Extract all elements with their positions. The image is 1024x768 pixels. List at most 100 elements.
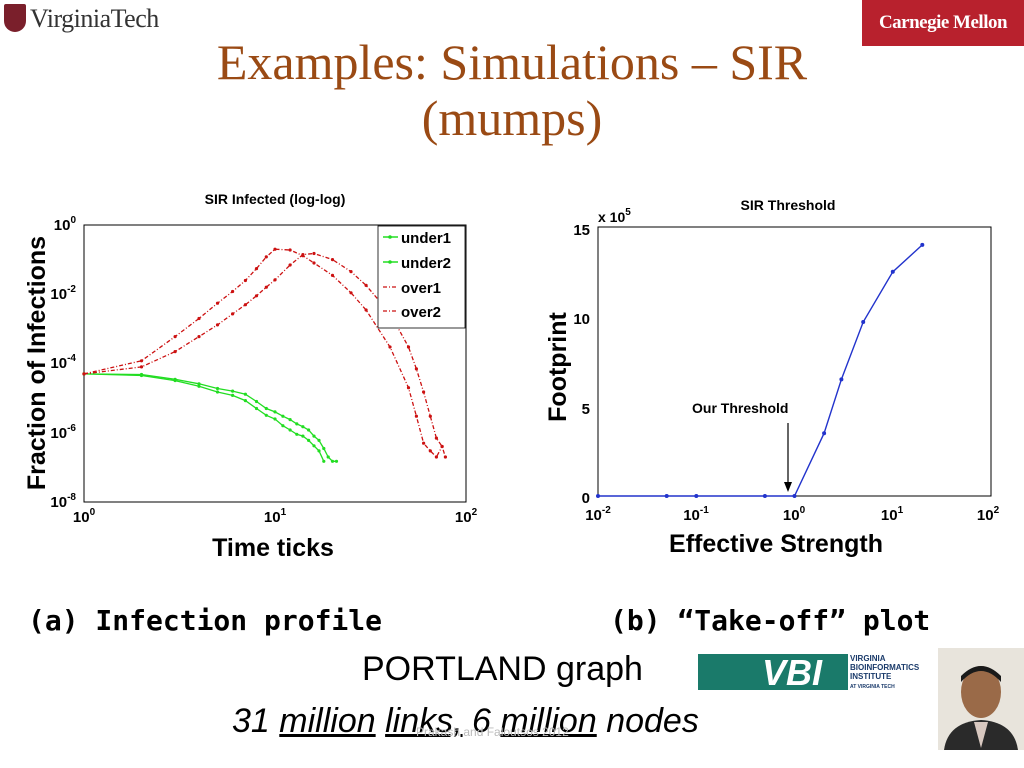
data-point-under1 (301, 425, 305, 429)
data-point-under1 (317, 438, 321, 442)
data-point-over2 (273, 278, 277, 282)
data-point-over2 (231, 312, 235, 316)
legend-over2: over2 (401, 304, 441, 321)
svg-text:VIRGINIA: VIRGINIA (850, 654, 886, 663)
vt-logo-text: VirginiaTech (30, 4, 159, 33)
y-tick-label: 10 (573, 311, 590, 328)
data-point-under2 (301, 434, 305, 438)
data-point-over2 (139, 365, 144, 369)
data-point-over1 (197, 316, 201, 321)
legend-under1: under1 (401, 230, 451, 247)
data-point-over1 (434, 455, 438, 459)
y-tick-label: 10-8 (50, 492, 76, 511)
data-point-over1 (254, 267, 259, 271)
footer-credit: Prakash and Faloutsos 2012 (416, 725, 569, 739)
caption-infection-profile: (a) Infection profile (28, 604, 383, 637)
data-point-over2 (301, 253, 305, 257)
data-point-footprint (596, 494, 600, 498)
data-point-over2 (173, 350, 177, 354)
data-point-under1 (215, 386, 220, 391)
data-point-under1 (334, 459, 339, 463)
data-point-under1 (231, 389, 235, 393)
carnegie-mellon-logo: Carnegie Mellon (862, 0, 1024, 46)
data-point-over2 (364, 283, 368, 287)
data-point-over1 (364, 308, 368, 312)
title-line-1: Examples: Simulations – SIR (216, 34, 808, 90)
data-point-under2 (273, 417, 277, 421)
data-point-under2 (173, 379, 177, 383)
chart-a-xlabel: Time ticks (212, 534, 334, 562)
plot-frame-b (597, 226, 992, 497)
y-tick-label: 10-4 (50, 353, 76, 372)
chart-sir-infected: SIR Infected (log-log) Fraction of Infec… (23, 191, 478, 562)
data-point-under2 (281, 424, 285, 428)
svg-text:AT VIRGINIA TECH: AT VIRGINIA TECH (850, 684, 895, 690)
data-point-over2 (428, 414, 432, 418)
data-point-over2 (440, 444, 444, 449)
chart-b-title: SIR Threshold (741, 197, 836, 213)
graph-stats: 31 million links, 6 million nodes (232, 702, 699, 740)
x-tick-label: 10-2 (585, 505, 611, 524)
title-line-2: (mumps) (421, 90, 603, 146)
chart-sir-threshold: SIR Threshold x 105 Footprint Effective … (544, 197, 1000, 558)
svg-text:BIOINFORMATICS: BIOINFORMATICS (850, 663, 920, 672)
data-point-over1 (349, 291, 353, 295)
data-point-under2 (288, 428, 292, 432)
data-point-over2 (312, 251, 316, 256)
x-tick-label: 101 (881, 505, 904, 524)
data-point-under2 (254, 406, 259, 411)
y-tick-label: 10-6 (50, 423, 76, 442)
data-point-footprint (694, 494, 699, 498)
y-tick-label: 15 (573, 222, 590, 239)
data-point-over2 (288, 263, 292, 267)
legend-under2: under2 (401, 255, 451, 272)
data-point-under2 (215, 390, 220, 394)
data-point-over2 (82, 372, 86, 376)
vt-shield-icon (4, 4, 26, 32)
x-tick-label: 102 (977, 505, 1000, 524)
data-point-under1 (288, 418, 292, 422)
data-point-under1 (295, 422, 299, 426)
y-tick-label: 5 (582, 401, 590, 418)
legend-over1: over1 (401, 280, 441, 297)
data-point-over2 (197, 335, 201, 339)
data-point-over1 (406, 386, 411, 390)
data-point-under2 (139, 373, 144, 378)
x-tick-label: 100 (783, 505, 806, 524)
chart-a-title: SIR Infected (log-log) (205, 191, 346, 207)
data-point-footprint (839, 377, 844, 382)
data-point-over2 (243, 303, 247, 307)
y-tick-label: 0 (582, 490, 590, 507)
presenter-photo (938, 648, 1024, 750)
data-point-over2 (414, 367, 418, 371)
data-point-under1 (281, 414, 285, 418)
series-line-footprint (598, 244, 923, 497)
data-point-over2 (406, 345, 411, 349)
data-point-over2 (254, 294, 259, 298)
data-point-over1 (422, 441, 426, 445)
data-point-over1 (264, 255, 268, 259)
virginia-tech-logo: VirginiaTech (4, 2, 194, 36)
chart-a-series (82, 247, 447, 463)
svg-text:INSTITUTE: INSTITUTE (850, 672, 892, 681)
threshold-annotation: Our Threshold (692, 400, 792, 492)
data-point-over1 (312, 261, 316, 265)
data-point-under1 (273, 410, 277, 414)
x-tick-label: 100 (73, 507, 96, 526)
data-point-over1 (414, 414, 418, 418)
vbi-logo: VBI VIRGINIA BIOINFORMATICS INSTITUTE AT… (698, 652, 920, 692)
slide-title: Examples: Simulations – SIR (mumps) (0, 34, 1024, 146)
data-point-over2 (215, 323, 220, 327)
data-point-over1 (388, 345, 392, 349)
data-point-under2 (295, 432, 299, 436)
y-tick-label: 10-2 (50, 284, 76, 303)
data-point-over2 (349, 270, 353, 274)
data-point-under1 (254, 399, 259, 404)
data-point-over1 (273, 247, 277, 251)
data-point-under2 (317, 449, 321, 453)
data-point-over2 (422, 390, 426, 394)
data-point-over1 (231, 289, 235, 294)
data-point-footprint (861, 320, 866, 324)
x-tick-label: 10-1 (683, 505, 709, 524)
svg-text:VBI: VBI (762, 652, 823, 692)
